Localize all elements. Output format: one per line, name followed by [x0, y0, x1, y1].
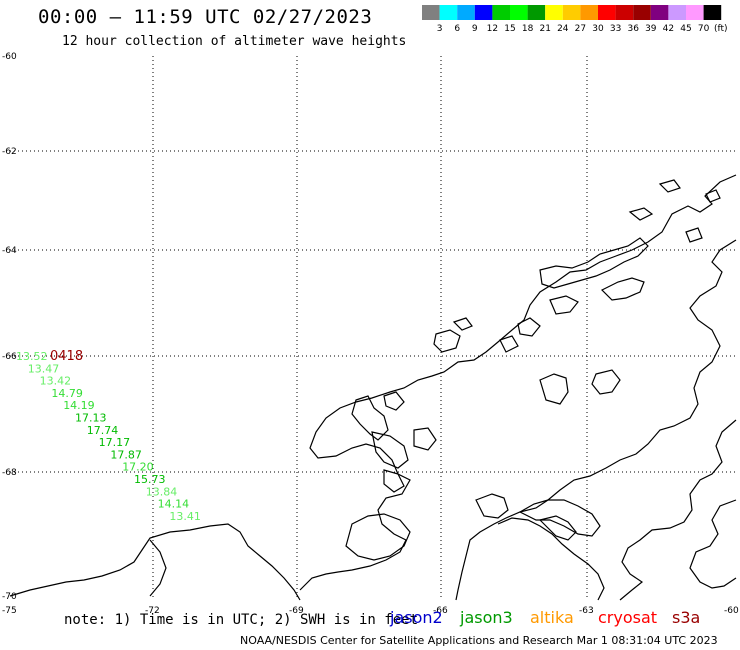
lat-label: -62: [2, 147, 17, 157]
legend-label: 15: [504, 24, 515, 34]
wave-height-label: 13.41: [169, 510, 201, 523]
lon-label: -72: [145, 606, 160, 616]
footer-note: note: 1) Time is in UTC; 2) SWH is in fe…: [64, 612, 419, 628]
legend-swatch: [615, 5, 634, 20]
credit-line: NOAA/NESDIS Center for Satellite Applica…: [240, 634, 718, 647]
legend-swatch: [686, 5, 704, 20]
legend-label: 39: [645, 24, 657, 34]
legend-swatch: [598, 5, 616, 20]
lon-label: -63: [579, 606, 594, 616]
legend-label: 30: [592, 24, 604, 34]
legend-swatch: [457, 5, 475, 20]
satellite-altika: altika: [530, 608, 574, 627]
legend-swatch: [422, 5, 440, 20]
legend-label: 36: [627, 24, 639, 34]
lon-label: -60: [724, 606, 739, 616]
legend-labels: 3 6 9 12 15 18 21 24 27 30 33 36 39 42 45 70: [437, 24, 710, 34]
legend-label: 18: [522, 24, 534, 34]
legend-swatch: [439, 5, 458, 20]
lat-axis-labels: -60 -62 -64 -66 -68 -70: [2, 52, 17, 602]
lat-label: -68: [2, 468, 17, 478]
legend-swatch: [527, 5, 546, 20]
legend-unit: (ft): [714, 24, 728, 34]
lat-label: -66: [2, 352, 17, 362]
wave-height-label: 14.14: [158, 498, 190, 511]
legend-label: 24: [557, 24, 569, 34]
altimeter-track: 13.5213.4713.4214.7914.1917.1317.7417.17…: [16, 350, 201, 523]
legend-label: 3: [437, 24, 443, 34]
legend-label: 33: [610, 24, 621, 34]
lon-label: -75: [2, 606, 17, 616]
legend-label: 9: [472, 24, 478, 34]
legend-swatch: [703, 5, 722, 20]
lat-label: -60: [2, 52, 17, 62]
legend-label: 6: [454, 24, 460, 34]
page-subtitle: 12 hour collection of altimeter wave hei…: [62, 34, 407, 49]
legend-swatch: [545, 5, 563, 20]
satellite-s3a: s3a: [672, 608, 701, 627]
page-title: 00:00 – 11:59 UTC 02/27/2023: [38, 6, 373, 28]
legend-label: 70: [698, 24, 710, 34]
legend-swatch: [492, 5, 510, 20]
legend-label: 12: [487, 24, 498, 34]
legend-swatch: [650, 5, 669, 20]
legend-swatch: [510, 5, 528, 20]
lon-axis-labels: -75 -72 -69 -66 -63 -60: [2, 606, 739, 616]
legend-color-bar: [422, 5, 722, 20]
legend-swatch: [668, 5, 686, 20]
wave-height-label: 17.74: [87, 424, 119, 437]
wave-height-label: 14.19: [63, 399, 94, 412]
lon-label: -66: [433, 606, 448, 616]
track-time-label: 0418: [50, 349, 83, 364]
satellite-cryosat: cryosat: [598, 608, 658, 627]
wave-height-label: 14.79: [51, 387, 83, 400]
legend-swatch: [580, 5, 598, 20]
wave-height-label: 15.73: [134, 473, 166, 486]
wave-height-label: 13.42: [40, 375, 72, 388]
wave-height-label: 17.87: [110, 448, 141, 461]
legend-label: 21: [539, 24, 550, 34]
wave-height-label: 17.13: [75, 412, 107, 425]
legend-label: 45: [680, 24, 691, 34]
wave-height-label: 17.20: [122, 461, 154, 474]
legend-label: 27: [575, 24, 586, 34]
coastline: [9, 174, 737, 601]
grid: [10, 56, 736, 600]
lat-label: -64: [2, 246, 17, 256]
wave-height-label: 13.47: [28, 362, 60, 375]
lon-label: -69: [289, 606, 304, 616]
legend-swatch: [633, 5, 651, 20]
satellite-jason2: jason2: [390, 608, 443, 627]
wave-height-label: 17.17: [99, 436, 131, 449]
wave-height-label: 13.52: [16, 350, 48, 363]
satellite-jason3: jason3: [460, 608, 513, 627]
legend-swatch: [562, 5, 581, 20]
lat-label: -70: [2, 592, 17, 602]
legend-swatch: [474, 5, 493, 20]
wave-height-label: 13.84: [146, 485, 178, 498]
legend-label: 42: [663, 24, 674, 34]
